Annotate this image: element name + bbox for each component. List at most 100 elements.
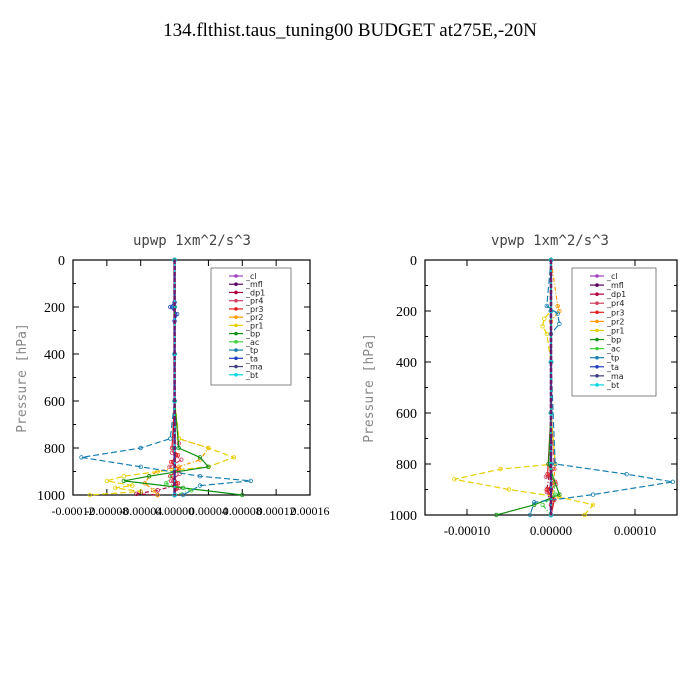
legend-marker <box>234 315 238 319</box>
series-point-pr1 <box>104 478 110 484</box>
series-point-pr1 <box>176 436 182 441</box>
legend-marker <box>234 282 238 287</box>
series-point-ta <box>168 304 173 310</box>
legend-label: _cl <box>606 272 618 281</box>
x-tick-label: -0.00004 <box>119 504 162 518</box>
series-point-tp <box>248 478 253 484</box>
chart-panel-upwp: upwp 1xm^2/s^3 Pressure [hPa] 0 200 400 600… <box>15 233 330 518</box>
series-point-pr1 <box>130 483 135 488</box>
x-tick-label: 0.00004 <box>189 504 228 518</box>
x-tick-label: -0.00010 <box>444 523 491 538</box>
series-point-pr1 <box>506 487 512 492</box>
legend-label: _ma <box>245 363 263 372</box>
legend-label: _ac <box>245 338 259 347</box>
series-point-bp <box>206 464 211 469</box>
plot-area-vpwp: 0 200 400 600 800 1000 -0.00010 0.00000 0.00010 _… <box>389 254 678 538</box>
y-tick-label: 800 <box>396 458 417 473</box>
series-point-pr4 <box>167 464 172 469</box>
y-tick-label: 600 <box>44 395 65 410</box>
series-point-bp <box>494 512 499 518</box>
series-point-bp <box>121 478 126 484</box>
x-tick-label: 0.00000 <box>530 523 572 538</box>
legend-marker <box>234 340 238 344</box>
series-point-tp <box>624 472 629 477</box>
series-point-bp <box>240 492 245 498</box>
legend-marker <box>595 301 599 306</box>
series-point-pr4 <box>169 450 175 455</box>
legend-marker <box>234 307 238 311</box>
legend-marker <box>595 292 599 296</box>
legend-marker <box>234 364 238 369</box>
y-tick-label: 400 <box>44 348 65 363</box>
legend-label: _ta <box>245 354 258 363</box>
y-tick-label: 200 <box>396 305 417 320</box>
y-axis-label-vpwp: Pressure [hPa] <box>362 333 377 443</box>
series-point-tp <box>79 455 84 460</box>
series-point-pr3 <box>545 472 550 477</box>
series-point-pr1 <box>231 455 237 460</box>
series-point-tp <box>670 479 675 485</box>
legend-label: _ac <box>606 345 620 354</box>
x-tick-label: 0.00012 <box>257 504 296 518</box>
series-point-pr2 <box>555 303 560 309</box>
x-tick-label: 0.00010 <box>614 523 656 538</box>
legend-box <box>210 267 292 386</box>
legend-marker <box>595 374 599 378</box>
series-point-bp <box>197 455 203 460</box>
legend-marker <box>595 274 599 278</box>
legend-marker <box>595 337 599 342</box>
legend-label: _bt <box>245 371 258 380</box>
chart-panel-vpwp: vpwp 1xm^2/s^3 Pressure [hPa] 0 200 400 600… <box>362 233 678 538</box>
series-point-pr4 <box>552 466 557 472</box>
y-tick-label: 0 <box>410 254 417 269</box>
series-point-tp <box>138 445 143 451</box>
legend-label: _tp <box>606 354 619 363</box>
legend-label: _mfl <box>606 281 624 290</box>
series-point-pr2 <box>176 464 182 469</box>
series-point-pr1 <box>138 489 143 494</box>
legend-marker <box>234 372 238 377</box>
legend-label: _bp <box>245 330 260 339</box>
y-tick-label: 800 <box>44 442 65 457</box>
legend-marker <box>595 364 599 369</box>
series-point-tp <box>197 483 203 488</box>
series-line-ac <box>165 260 194 496</box>
series-point-pr1 <box>582 512 587 518</box>
legend-marker <box>234 323 238 328</box>
legend-label: _pr4 <box>606 299 624 308</box>
series-point-pr4 <box>179 457 184 462</box>
series-point-tp <box>532 500 537 505</box>
legend-label: _tp <box>245 346 258 355</box>
y-tick-label: 400 <box>396 356 417 371</box>
legend-label: _bp <box>606 336 621 345</box>
y-tick-label: 0 <box>58 254 65 269</box>
chart-title-vpwp: vpwp 1xm^2/s^3 <box>491 233 609 249</box>
series-point-pr1 <box>590 502 596 507</box>
series-point-tp <box>553 461 558 467</box>
series-point-ac <box>553 492 558 497</box>
series-point-pr1 <box>498 466 503 472</box>
legend-marker <box>595 283 599 287</box>
series-point-pr1 <box>544 331 549 337</box>
legend-label: _pr2 <box>606 317 624 326</box>
series-point-tp <box>138 464 143 469</box>
series-point-pr3 <box>175 452 181 458</box>
series-point-tp <box>168 436 173 441</box>
y-tick-label: 600 <box>396 407 417 422</box>
x-tick-label: 0.00008 <box>223 504 262 518</box>
legend-marker <box>234 290 238 295</box>
x-tick-label: -0.00012 <box>52 504 95 518</box>
series-point-tp <box>555 311 560 316</box>
series-point-bp <box>176 445 182 451</box>
series-point-pr1 <box>540 324 545 329</box>
x-tick-label: 0.00016 <box>291 504 330 518</box>
legend-marker <box>595 355 599 360</box>
series-point-pr1 <box>87 492 93 498</box>
legend-marker <box>595 310 599 315</box>
series-point-dp1 <box>134 491 139 497</box>
x-tick-label: -0.00008 <box>85 504 128 518</box>
legend-marker <box>234 348 238 352</box>
series-point-pr1 <box>452 477 457 482</box>
series-point-tp <box>197 474 203 479</box>
